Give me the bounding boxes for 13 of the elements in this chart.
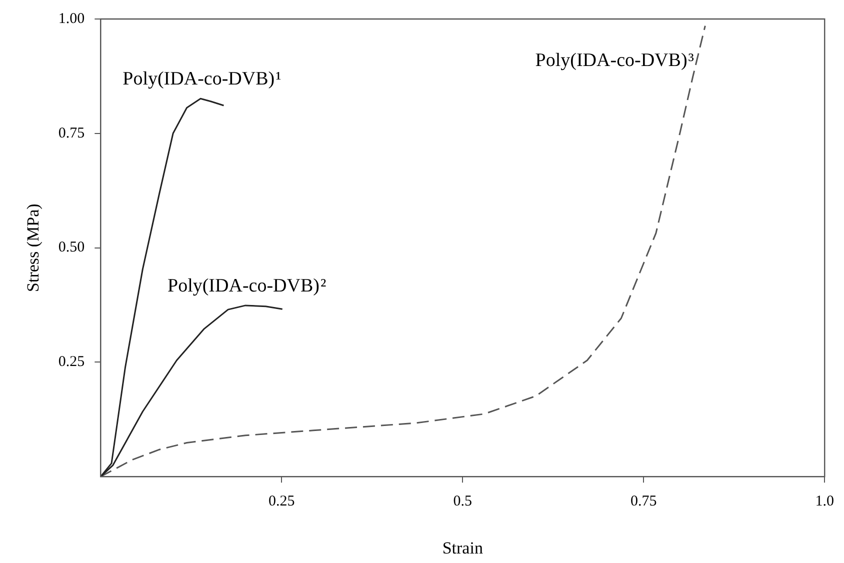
y-tick-label: 1.00 bbox=[58, 10, 85, 27]
x-tick-label: 1.0 bbox=[815, 494, 834, 510]
series-label: Poly(IDA-co-DVB)³ bbox=[535, 50, 694, 71]
y-axis-title: Stress (MPa) bbox=[24, 204, 43, 292]
y-tick-label: 0.75 bbox=[58, 125, 85, 142]
x-axis-title: Strain bbox=[442, 538, 484, 558]
y-tick-label: 0.50 bbox=[58, 240, 85, 256]
y-tick-label: 0.25 bbox=[58, 354, 85, 370]
x-tick-label: 0.75 bbox=[630, 494, 657, 510]
x-tick-label: 0.25 bbox=[268, 494, 295, 510]
series-label: Poly(IDA-co-DVB)² bbox=[168, 275, 326, 296]
series-label: Poly(IDA-co-DVB)¹ bbox=[122, 68, 282, 90]
x-tick-label: 0.5 bbox=[453, 494, 472, 510]
